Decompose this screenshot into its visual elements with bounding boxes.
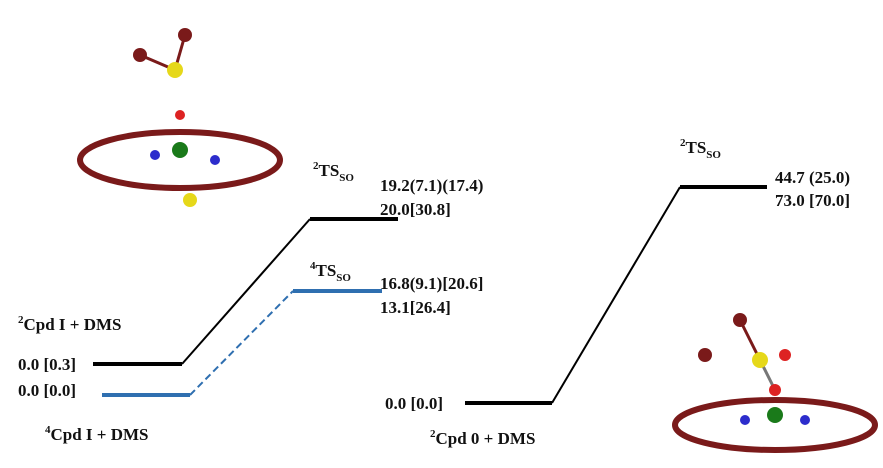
molecule [675, 313, 875, 450]
connector [190, 291, 293, 395]
energy-label: 16.8(9.1)[20.6] [380, 274, 483, 293]
species-label: 2Cpd 0 + DMS [430, 428, 535, 448]
ts-label: 2TSSO [313, 160, 354, 184]
connector [182, 219, 310, 364]
energy-label: 19.2(7.1)(17.4) [380, 176, 483, 195]
energy-label: 20.0[30.8] [380, 200, 451, 219]
energy-label: 0.0 [0.3] [18, 355, 76, 374]
energy-label: 13.1[26.4] [380, 298, 451, 317]
energy-diagram: 2Cpd I + DMS 4Cpd I + DMS 2Cpd 0 + DMS 0… [0, 0, 883, 468]
energy-label: 0.0 [0.0] [18, 381, 76, 400]
energy-label: 44.7 (25.0) [775, 168, 850, 187]
ts-label: 4TSSO [310, 260, 351, 284]
energy-label: 0.0 [0.0] [385, 394, 443, 413]
energy-label: 73.0 [70.0] [775, 191, 850, 210]
connector [552, 187, 680, 403]
molecule [80, 28, 280, 207]
ts-label: 2TSSO [680, 137, 721, 161]
species-label: 4Cpd I + DMS [45, 424, 149, 444]
species-label: 2Cpd I + DMS [18, 314, 122, 334]
